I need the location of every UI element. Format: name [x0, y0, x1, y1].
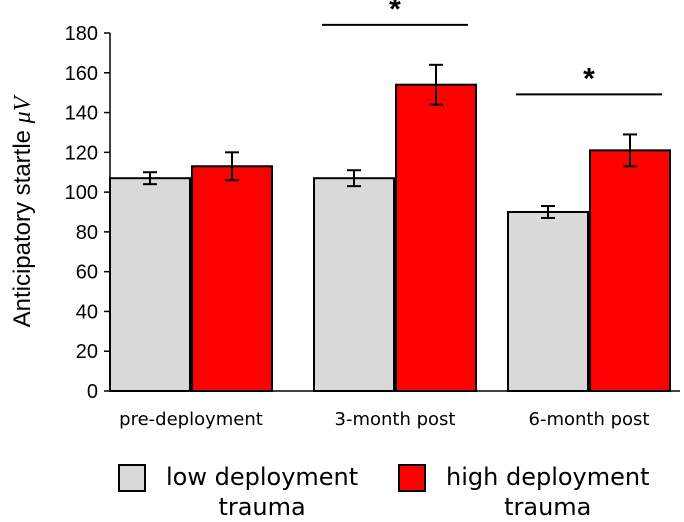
legend-label-low: low deployment trauma — [166, 462, 358, 522]
legend-swatch-high — [398, 464, 426, 492]
legend-label-high: high deployment trauma — [446, 462, 650, 522]
legend-label-high-line1: high deployment — [446, 463, 650, 491]
y-tick-label: 100 — [65, 182, 98, 204]
y-axis-title-unit: μV — [10, 94, 36, 124]
y-tick-label: 0 — [87, 381, 98, 403]
significance-marker: * — [389, 0, 401, 26]
y-tick-label: 160 — [65, 63, 98, 85]
x-tick-label: 6-month post — [529, 409, 650, 430]
bar — [507, 211, 589, 392]
legend-label-low-line2: trauma — [218, 493, 306, 521]
legend-label-high-line2: trauma — [504, 493, 592, 521]
y-tick-label: 20 — [76, 341, 98, 363]
x-tick-label: 3-month post — [335, 409, 456, 430]
y-tick-label: 40 — [76, 301, 98, 323]
significance-marker: * — [583, 62, 595, 95]
legend-swatch-low — [118, 464, 146, 492]
y-tick-label: 80 — [76, 222, 98, 244]
x-tick-label: pre-deployment — [119, 409, 263, 430]
bar — [191, 165, 273, 392]
legend-label-low-line1: low deployment — [166, 463, 359, 491]
y-tick-label: 140 — [65, 103, 98, 125]
legend: low deployment trauma high deployment tr… — [0, 450, 684, 522]
bar — [109, 177, 191, 392]
legend-item-low: low deployment trauma — [118, 462, 358, 522]
legend-item-high: high deployment trauma — [398, 462, 650, 522]
y-axis-title: Anticipatory startle μV — [9, 94, 36, 327]
y-tick-label: 180 — [65, 23, 98, 45]
bar — [395, 83, 477, 392]
y-axis-title-text: Anticipatory startle — [9, 123, 36, 327]
bar — [313, 177, 395, 392]
y-tick-label: 120 — [65, 142, 98, 164]
bar — [589, 149, 671, 392]
y-tick-label: 60 — [76, 262, 98, 284]
